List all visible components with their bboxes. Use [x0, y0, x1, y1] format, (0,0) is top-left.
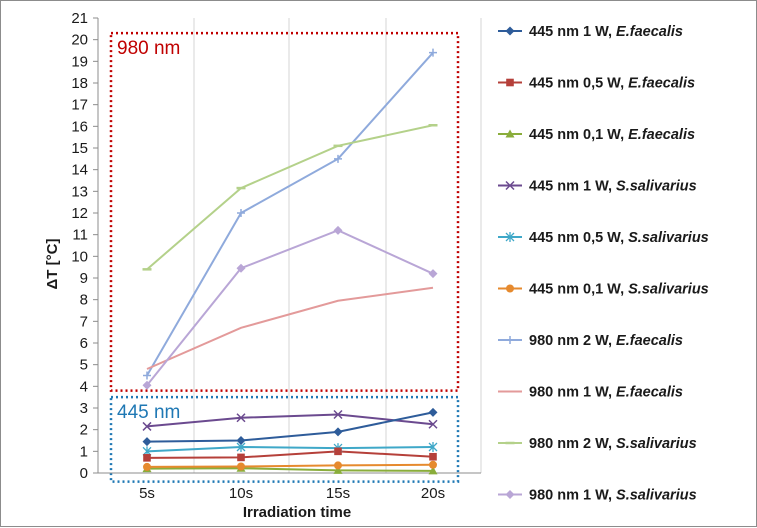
x-tick-labels: 5s 10s 15s 20s	[139, 485, 445, 502]
data-point	[237, 209, 245, 217]
legend-label: 445 nm 0,5 W, E.faecalis	[529, 76, 695, 92]
y-tick-label: 14	[71, 162, 88, 179]
legend-label: 445 nm 1 W, E.faecalis	[529, 24, 683, 40]
range-box-label: 445 nm	[117, 402, 180, 423]
data-point	[143, 462, 151, 471]
y-tick-label: 2	[80, 422, 88, 439]
legend: 445 nm 1 W, E.faecalis 445 nm 0,5 W, E.fa…	[498, 24, 709, 504]
data-point	[142, 421, 152, 431]
series-markers	[142, 48, 438, 475]
series-line	[146, 411, 434, 443]
y-tick-label: 13	[71, 183, 88, 200]
data-point	[428, 466, 438, 475]
data-point	[334, 461, 342, 470]
legend-label: 980 nm 2 W, S.salivarius	[529, 436, 697, 452]
series-line	[146, 229, 434, 386]
data-point	[143, 371, 151, 380]
x-axis-label: Irradiation time	[243, 504, 351, 521]
data-point	[236, 413, 246, 423]
legend-label: 980 nm 1 W, S.salivarius	[529, 488, 697, 504]
series-line	[146, 445, 434, 453]
y-tick-label: 4	[80, 378, 88, 395]
y-tick-label: 6	[80, 335, 88, 352]
y-tick-label: 11	[72, 227, 88, 244]
data-point	[333, 427, 343, 437]
series-lines	[146, 51, 434, 472]
data-point	[428, 442, 438, 452]
data-point	[334, 447, 342, 456]
data-point	[334, 154, 342, 163]
series-line	[146, 286, 434, 370]
y-tick-label: 20	[71, 32, 88, 49]
y-axis-label: ΔT [°C]	[44, 239, 61, 290]
legend-marker	[506, 78, 514, 87]
range-box	[109, 395, 460, 483]
series-line	[146, 51, 434, 377]
y-tick-label: 3	[80, 400, 88, 417]
axes	[93, 17, 481, 474]
y-tick-label: 0	[80, 465, 88, 482]
x-tick-label: 5s	[139, 485, 155, 502]
legend-marker	[505, 26, 515, 36]
data-point	[333, 465, 343, 474]
y-tick-label: 5	[80, 357, 88, 374]
y-tick-label: 12	[71, 205, 88, 222]
data-point	[142, 380, 152, 390]
legend-marker	[506, 336, 514, 344]
series-line	[146, 467, 434, 472]
y-tick-label: 1	[80, 443, 88, 460]
data-point	[236, 263, 246, 273]
series-line	[146, 413, 434, 428]
series-line	[146, 450, 434, 459]
y-tick-label: 9	[80, 270, 88, 287]
y-tick-label: 8	[80, 292, 88, 309]
legend-marker	[505, 129, 515, 138]
legend-label: 445 nm 0,1 W, S.salivarius	[529, 282, 709, 298]
legend-marker	[505, 490, 515, 499]
data-point	[429, 460, 437, 469]
legend-marker	[505, 232, 515, 242]
data-point	[429, 48, 437, 57]
data-point	[237, 462, 245, 471]
range-boxes: 980 nm 445 nm	[109, 31, 460, 483]
range-box	[109, 31, 460, 392]
legend-label: 445 nm 0,1 W, E.faecalis	[529, 127, 695, 143]
y-tick-label: 19	[71, 53, 88, 70]
y-tick-label: 10	[71, 248, 88, 265]
x-tick-label: 20s	[421, 485, 445, 502]
data-point	[143, 454, 151, 462]
series-line	[146, 124, 434, 271]
series-line	[146, 463, 434, 468]
y-tick-label: 15	[71, 140, 88, 157]
legend-marker	[506, 284, 514, 293]
data-point	[428, 419, 438, 429]
data-point	[428, 269, 438, 279]
data-point	[236, 436, 246, 445]
data-point	[333, 225, 343, 235]
legend-label: 980 nm 1 W, E.faecalis	[529, 385, 683, 401]
legend-label: 980 nm 2 W, E.faecalis	[529, 333, 683, 349]
data-point	[333, 409, 343, 420]
range-box-label: 980 nm	[117, 38, 180, 59]
data-point	[428, 407, 438, 417]
legend-marker	[505, 180, 515, 191]
y-tick-label: 16	[71, 118, 88, 135]
y-tick-label: 7	[80, 313, 88, 330]
legend-label: 445 nm 1 W, S.salivarius	[529, 179, 697, 195]
data-point	[237, 453, 245, 462]
legend-label: 445 nm 0,5 W, S.salivarius	[529, 230, 709, 246]
data-point	[429, 452, 437, 461]
y-tick-label: 17	[71, 97, 88, 114]
y-tick-label: 21	[71, 10, 88, 27]
y-tick-label: 18	[71, 75, 88, 92]
data-point	[142, 437, 152, 447]
x-tick-label: 15s	[326, 485, 350, 502]
x-tick-label: 10s	[229, 485, 253, 502]
